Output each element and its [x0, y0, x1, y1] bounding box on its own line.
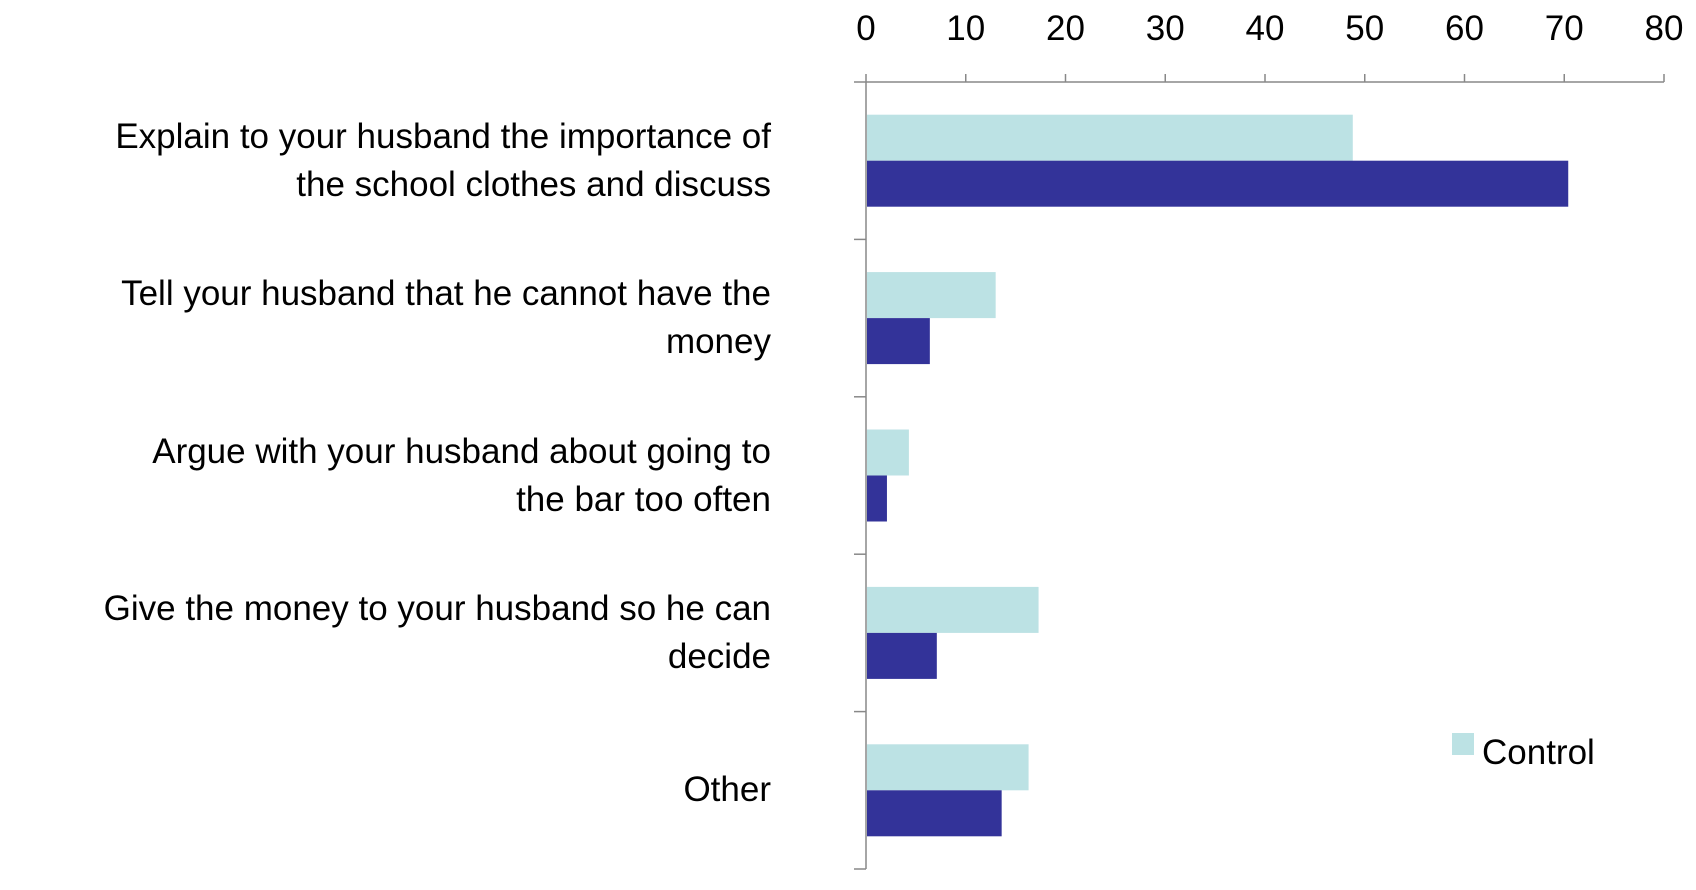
legend-swatch [1452, 733, 1474, 755]
category-label: Argue with your husband about going to th… [0, 428, 771, 524]
bar-series-2 [867, 632, 937, 679]
legend-label: Control [1482, 733, 1595, 772]
bar-control [867, 114, 1353, 161]
x-tick-label: 50 [1345, 9, 1384, 48]
category-label-line: Other [683, 770, 771, 810]
x-tick-label: 60 [1445, 9, 1484, 48]
x-tick-label: 30 [1146, 9, 1185, 48]
category-label-line: Argue with your husband about going to [152, 431, 771, 471]
category-label: Tell your husband that he cannot have th… [0, 270, 771, 366]
bar-series-2 [867, 475, 887, 522]
category-label: Explain to your husband the importance o… [0, 113, 771, 209]
x-tick-label: 0 [856, 9, 875, 48]
x-tick-label: 80 [1645, 9, 1684, 48]
bar-control [867, 429, 909, 476]
category-label-line: money [665, 322, 771, 362]
category-label-line: Explain to your husband the importance o… [115, 116, 771, 156]
category-label: Other [0, 766, 771, 814]
bar-series-2 [867, 318, 930, 365]
bar-control [867, 744, 1029, 791]
x-tick-label: 40 [1246, 9, 1285, 48]
bar-control [867, 586, 1039, 633]
category-label-line: the bar too often [516, 479, 771, 519]
bar-control [867, 272, 996, 319]
x-tick-label: 20 [1046, 9, 1085, 48]
category-label-line: decide [667, 636, 771, 676]
x-tick-label: 10 [946, 9, 985, 48]
category-label-line: Give the money to your husband so he can [103, 588, 771, 628]
x-tick-label: 70 [1545, 9, 1584, 48]
category-label-line: Tell your husband that he cannot have th… [121, 274, 771, 314]
category-label-line: the school clothes and discuss [296, 164, 771, 204]
bar-series-2 [867, 160, 1569, 207]
category-label: Give the money to your husband so he can… [0, 585, 771, 681]
bar-series-2 [867, 790, 1002, 837]
